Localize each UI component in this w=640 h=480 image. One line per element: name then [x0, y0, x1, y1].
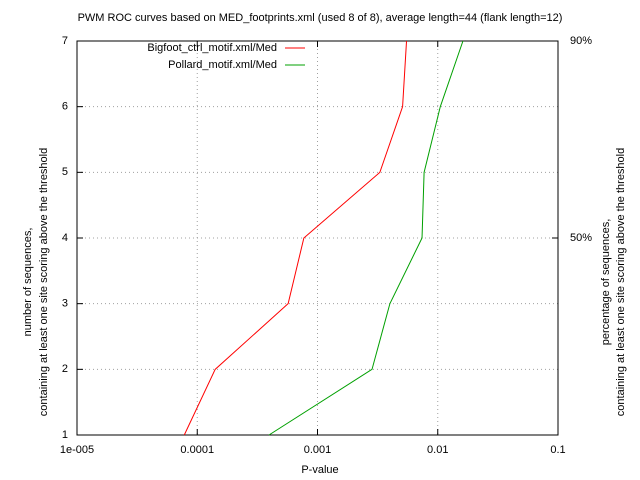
- y-axis-label: number of sequences,: [22, 228, 34, 337]
- x-tick-label: 0.001: [304, 444, 332, 456]
- y2-tick-label: 50%: [570, 232, 592, 244]
- series-line: [268, 40, 464, 436]
- y-tick-label: 6: [62, 101, 68, 113]
- y2-tick-label: 90%: [570, 35, 592, 47]
- legend-label: Bigfoot_ctrl_motif.xml/Med: [147, 42, 277, 54]
- x-tick-label: 0.0001: [180, 444, 214, 456]
- legend-label: Pollard_motif.xml/Med: [168, 59, 277, 71]
- y-tick-label: 5: [62, 166, 68, 178]
- y-tick-label: 1: [62, 429, 68, 441]
- chart-title: PWM ROC curves based on MED_footprints.x…: [78, 12, 563, 24]
- x-tick-label: 0.1: [550, 444, 565, 456]
- plot-frame: [76, 40, 559, 436]
- x-tick-label: 0.01: [427, 444, 448, 456]
- y-tick-label: 3: [62, 298, 68, 310]
- x-axis-label: P-value: [301, 464, 338, 476]
- y2-axis-label: containing at least one site scoring abo…: [615, 148, 627, 416]
- y2-axis-label: percentage of sequences,: [600, 219, 612, 346]
- y-axis-label: containing at least one site scoring abo…: [38, 148, 50, 416]
- x-tick-label: 1e-005: [60, 444, 94, 456]
- y-tick-label: 4: [62, 232, 68, 244]
- y-tick-label: 2: [62, 363, 68, 375]
- y-tick-label: 7: [62, 35, 68, 47]
- series-line: [183, 40, 408, 436]
